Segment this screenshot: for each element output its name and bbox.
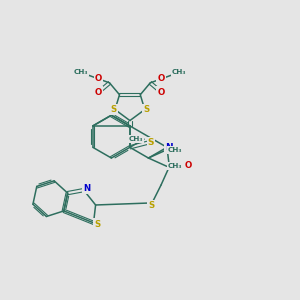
Text: O: O [95,88,102,97]
Text: S: S [94,220,100,229]
Text: CH₃: CH₃ [172,69,186,75]
Text: CH₃: CH₃ [74,69,88,75]
Text: N: N [165,143,172,152]
Text: O: O [158,88,165,97]
Text: S: S [110,105,117,114]
Text: S: S [148,201,154,210]
Text: S: S [148,138,154,147]
Text: CH₃: CH₃ [128,136,143,142]
Text: O: O [95,74,102,83]
Text: N: N [83,184,90,193]
Text: CH₃: CH₃ [168,163,182,169]
Text: O: O [158,74,165,83]
Text: CH₃: CH₃ [168,147,182,153]
Text: S: S [143,105,149,114]
Text: O: O [185,161,192,170]
